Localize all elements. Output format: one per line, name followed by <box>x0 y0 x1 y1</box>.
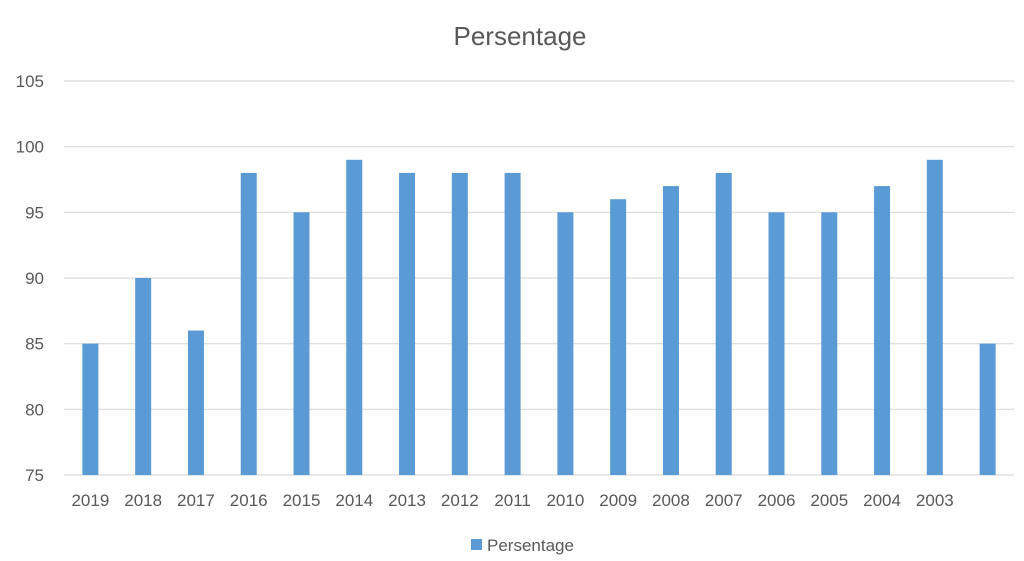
bar <box>874 186 891 476</box>
x-tick-label: 2018 <box>124 491 162 510</box>
y-tick-label: 80 <box>25 400 44 419</box>
y-tick-label: 100 <box>16 138 44 157</box>
y-tick-label: 75 <box>25 466 44 485</box>
bar <box>715 172 732 475</box>
bar <box>610 199 627 475</box>
x-axis-ticks: 2019 2018 2017 2016 2015 2014 2013 2012 2011 2010… <box>71 491 953 510</box>
bar <box>82 343 99 475</box>
bar <box>293 212 310 476</box>
bar <box>768 212 785 476</box>
gridlines <box>64 80 1014 476</box>
x-tick-label: 2012 <box>441 491 479 510</box>
bar <box>662 186 679 476</box>
bar <box>135 278 152 475</box>
x-tick-label: 2008 <box>652 491 690 510</box>
x-tick-label: 2009 <box>599 491 637 510</box>
x-tick-label: 2017 <box>177 491 215 510</box>
x-tick-label: 2004 <box>863 491 901 510</box>
x-tick-label: 2011 <box>494 491 531 510</box>
x-tick-label: 2007 <box>705 491 743 510</box>
x-tick-label: 2005 <box>810 491 848 510</box>
bar <box>240 172 257 475</box>
y-tick-label: 90 <box>25 269 44 288</box>
y-axis-ticks: 75 80 85 90 95 100 105 <box>16 72 44 485</box>
bar <box>399 172 416 475</box>
x-tick-label: 2019 <box>71 491 109 510</box>
legend-label: Persentage <box>487 536 574 555</box>
x-tick-label: 2003 <box>916 491 954 510</box>
x-tick-label: 2006 <box>758 491 796 510</box>
legend-swatch <box>471 539 482 550</box>
bar <box>504 172 521 475</box>
y-tick-label: 105 <box>16 72 44 91</box>
bar <box>979 343 996 475</box>
bar <box>557 212 574 476</box>
x-tick-label: 2014 <box>335 491 373 510</box>
bars <box>82 159 996 476</box>
bar <box>187 330 204 475</box>
bar <box>821 212 838 476</box>
x-tick-label: 2016 <box>230 491 268 510</box>
bar <box>926 159 943 476</box>
y-tick-label: 95 <box>25 203 44 222</box>
x-tick-label: 2010 <box>546 491 584 510</box>
x-tick-label: 2013 <box>388 491 426 510</box>
chart-title: Persentage <box>454 21 587 51</box>
bar <box>451 172 468 475</box>
bar <box>346 159 363 476</box>
y-tick-label: 85 <box>25 335 44 354</box>
x-tick-label: 2015 <box>283 491 321 510</box>
legend: Persentage <box>471 536 574 555</box>
